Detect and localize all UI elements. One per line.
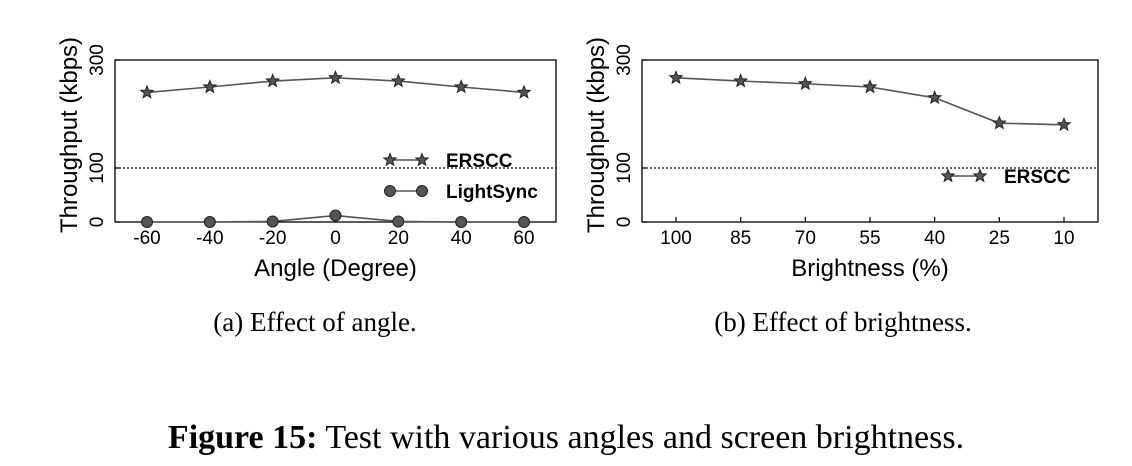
x-tick-label: 10 (1053, 228, 1074, 249)
data-point (453, 79, 469, 94)
data-point (797, 75, 813, 91)
data-point (733, 73, 749, 88)
data-point (392, 215, 405, 228)
legend-marker (940, 168, 956, 183)
x-axis-label: Angle (Degree) (254, 255, 417, 282)
data-point (516, 84, 532, 99)
legend-item-erscc: ERSCC (940, 167, 1071, 188)
figure-caption-text: Test with various angles and screen brig… (317, 419, 964, 456)
y-axis-label: Throughput (kbps) (583, 37, 610, 233)
chart-panel-brightness: 0 100 300 100 85 70 55 40 25 10 Brightness (%) Thro… (583, 37, 1099, 282)
x-tick-label: 40 (451, 228, 472, 249)
data-point (203, 216, 216, 228)
y-tick-label: 100 (614, 152, 635, 184)
x-tick-label: 70 (795, 228, 816, 249)
legend-label: ERSCC (1004, 167, 1071, 188)
x-axis-label: Brightness (%) (791, 255, 948, 282)
x-tick-label: 40 (924, 228, 945, 249)
data-point (141, 216, 153, 228)
data-point (927, 89, 943, 105)
legend-item-lightsync: LightSync (384, 182, 538, 203)
series-erscc (139, 69, 532, 99)
legend-marker (382, 152, 398, 167)
x-tick-label: 60 (513, 228, 534, 249)
data-point (991, 115, 1007, 130)
subcaption-brightness: (b) Effect of brightness. (714, 307, 971, 337)
chart-panel-angle: 0 100 300 -60 -40 -20 0 20 40 60 Angle (Degree) Thr… (56, 37, 557, 282)
legend-label: ERSCC (446, 151, 513, 172)
legend-item-erscc: ERSCC (382, 151, 513, 172)
x-tick-label: 100 (660, 228, 692, 249)
legend-marker (414, 152, 430, 167)
y-tick-label: 0 (614, 217, 635, 228)
data-point (328, 69, 343, 85)
data-point (455, 216, 468, 228)
x-tick-label: 55 (859, 228, 880, 249)
data-point (329, 209, 342, 222)
x-tick-label: -40 (196, 228, 223, 249)
y-tick-label: 0 (87, 217, 108, 228)
x-tick-label: 25 (989, 228, 1010, 249)
figure-caption: Figure 15: Test with various angles and … (168, 419, 964, 456)
data-point (390, 73, 406, 88)
x-tick-label: 85 (730, 228, 751, 249)
y-tick-label: 100 (87, 152, 108, 184)
figure-caption-label: Figure 15: (168, 419, 318, 456)
legend-label: LightSync (446, 182, 538, 203)
legend-marker (416, 185, 428, 197)
data-point (1056, 116, 1072, 132)
data-point (266, 215, 279, 228)
x-tick-label: -60 (133, 228, 160, 249)
x-tick-label: -20 (259, 228, 286, 249)
data-point (139, 84, 155, 99)
legend-marker (972, 168, 988, 183)
data-point (518, 216, 530, 228)
data-point (668, 69, 684, 85)
legend-marker (384, 185, 396, 197)
y-tick-label: 300 (614, 44, 635, 76)
data-point (265, 73, 281, 88)
subcaption-angle: (a) Effect of angle. (213, 307, 416, 337)
x-tick-label: 20 (388, 228, 409, 249)
y-tick-label: 300 (87, 44, 108, 76)
x-tick-label: 0 (330, 228, 341, 249)
data-point (862, 79, 878, 94)
series-lightsync (141, 209, 530, 228)
series-erscc (668, 69, 1072, 132)
y-axis-label: Throughput (kbps) (56, 37, 83, 233)
data-point (202, 79, 218, 94)
